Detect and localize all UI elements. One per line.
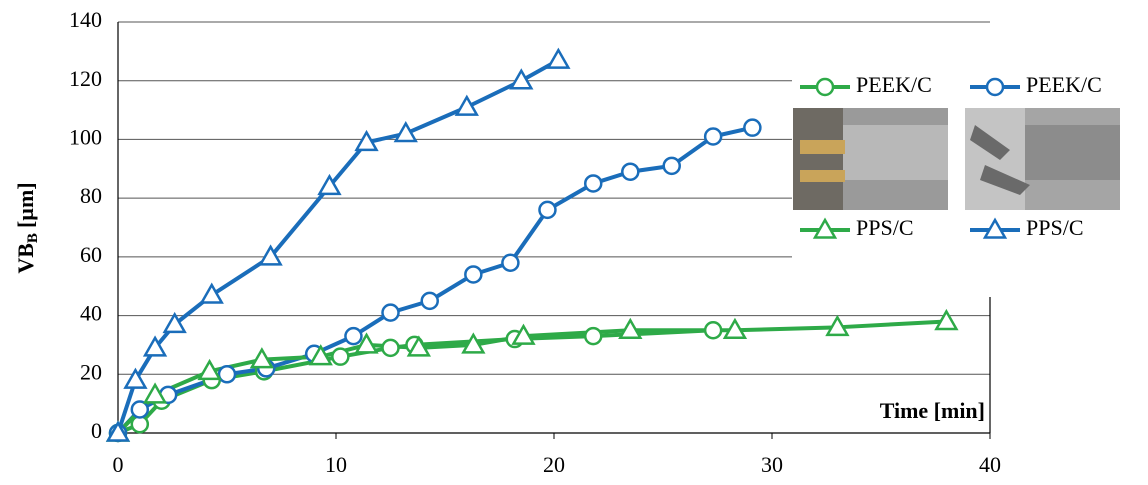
legend-label: PPS/C — [1026, 215, 1084, 240]
marker — [454, 94, 479, 116]
marker — [249, 347, 275, 369]
marker — [217, 365, 237, 384]
marker — [722, 317, 748, 339]
marker — [308, 344, 333, 366]
y-tick-label: 80 — [80, 183, 102, 208]
marker — [130, 400, 150, 419]
marker — [123, 367, 148, 389]
x-axis-title: Time [min] — [880, 398, 985, 423]
marker — [197, 358, 222, 381]
marker — [511, 323, 536, 345]
marker — [461, 332, 486, 354]
y-tick-label: 40 — [80, 301, 102, 326]
marker — [464, 265, 483, 284]
series-line — [116, 58, 560, 434]
marker — [381, 338, 400, 358]
y-tick-label: 120 — [69, 66, 102, 91]
legend-marker — [982, 217, 1008, 239]
marker — [621, 162, 640, 181]
marker — [317, 173, 342, 196]
marker — [583, 326, 603, 346]
marker — [420, 291, 439, 311]
y-tick-label: 20 — [80, 359, 102, 384]
legend-marker — [985, 77, 1005, 97]
marker — [344, 326, 363, 346]
marker — [501, 253, 520, 272]
y-axis-title: VBB [µm] — [13, 182, 41, 273]
tool-photo — [965, 108, 1120, 210]
marker — [546, 47, 571, 69]
y-tick-label: 140 — [69, 7, 102, 32]
x-tick-label: 0 — [113, 452, 124, 477]
marker — [258, 244, 283, 266]
y-axis-title-sub: B — [25, 233, 41, 243]
marker — [142, 335, 168, 357]
y-tick-label: 0 — [91, 418, 102, 443]
legend-marker — [815, 77, 835, 97]
marker — [743, 118, 762, 137]
y-tick-label: 100 — [69, 124, 102, 149]
marker — [583, 174, 603, 193]
marker — [162, 311, 187, 334]
marker — [662, 156, 681, 176]
tool-photo — [793, 108, 948, 210]
x-tick-label: 10 — [325, 452, 347, 477]
y-axis-title-unit: [µm] — [13, 182, 38, 228]
x-tick-label: 20 — [543, 452, 565, 477]
marker — [825, 314, 850, 337]
marker — [703, 127, 723, 146]
marker — [934, 308, 959, 331]
marker — [142, 382, 168, 404]
marker — [105, 420, 131, 442]
legend-label: PPS/C — [856, 215, 914, 240]
marker — [381, 303, 400, 322]
marker — [199, 282, 224, 304]
marker — [703, 321, 723, 340]
x-tick-label: 30 — [761, 452, 783, 477]
y-tick-label: 60 — [80, 242, 102, 267]
marker — [354, 129, 379, 152]
marker — [538, 200, 557, 220]
legend-label: PEEK/C — [856, 72, 932, 97]
y-axis-title-main: VB — [13, 243, 38, 274]
marker — [618, 317, 643, 339]
marker — [354, 332, 379, 354]
marker — [406, 335, 431, 357]
marker — [331, 347, 350, 366]
marker — [509, 68, 534, 90]
legend-marker — [812, 217, 838, 239]
x-tick-label: 40 — [979, 452, 1001, 477]
marker — [393, 121, 418, 143]
legend-label: PEEK/C — [1026, 72, 1102, 97]
